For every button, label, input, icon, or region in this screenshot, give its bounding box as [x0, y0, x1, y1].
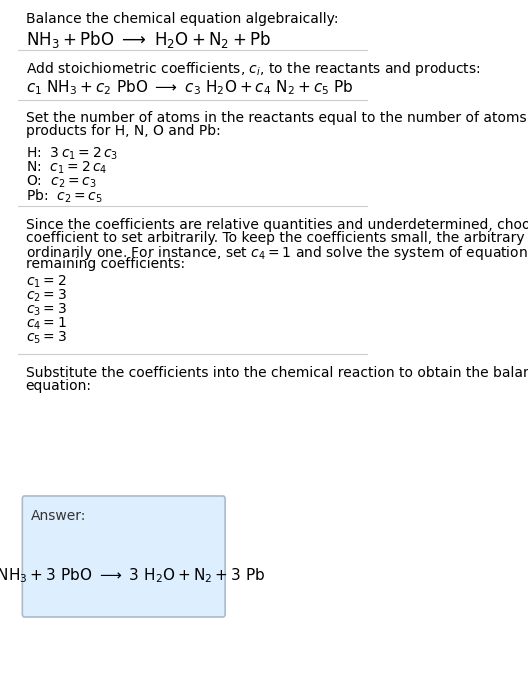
Text: $c_1 = 2$: $c_1 = 2$ [26, 274, 66, 290]
Text: $2\ \mathrm{NH_3} + 3\ \mathrm{PbO}\ \longrightarrow\ 3\ \mathrm{H_2O} + \mathrm: $2\ \mathrm{NH_3} + 3\ \mathrm{PbO}\ \lo… [0, 567, 266, 585]
Text: Answer:: Answer: [31, 509, 86, 523]
Text: O:  $c_2 = c_3$: O: $c_2 = c_3$ [26, 174, 96, 190]
Text: Set the number of atoms in the reactants equal to the number of atoms in the: Set the number of atoms in the reactants… [26, 111, 528, 125]
Text: Since the coefficients are relative quantities and underdetermined, choose a: Since the coefficients are relative quan… [26, 218, 528, 232]
Text: $c_5 = 3$: $c_5 = 3$ [26, 330, 67, 346]
Text: equation:: equation: [26, 379, 92, 393]
Text: Pb:  $c_2 = c_5$: Pb: $c_2 = c_5$ [26, 188, 102, 206]
Text: coefficient to set arbitrarily. To keep the coefficients small, the arbitrary va: coefficient to set arbitrarily. To keep … [26, 231, 528, 245]
Text: $c_1\ \mathrm{NH_3} + c_2\ \mathrm{PbO}\ \longrightarrow\ c_3\ \mathrm{H_2O} + c: $c_1\ \mathrm{NH_3} + c_2\ \mathrm{PbO}\… [26, 78, 353, 96]
Text: H:  $3\,c_1 = 2\,c_3$: H: $3\,c_1 = 2\,c_3$ [26, 146, 118, 162]
Text: Balance the chemical equation algebraically:: Balance the chemical equation algebraica… [26, 12, 338, 26]
Text: products for H, N, O and Pb:: products for H, N, O and Pb: [26, 124, 220, 138]
Text: N:  $c_1 = 2\,c_4$: N: $c_1 = 2\,c_4$ [26, 160, 107, 177]
Text: Substitute the coefficients into the chemical reaction to obtain the balanced: Substitute the coefficients into the che… [26, 366, 528, 380]
FancyBboxPatch shape [22, 496, 225, 617]
Text: $c_4 = 1$: $c_4 = 1$ [26, 316, 67, 332]
Text: $c_2 = 3$: $c_2 = 3$ [26, 288, 67, 305]
Text: remaining coefficients:: remaining coefficients: [26, 257, 185, 271]
Text: Add stoichiometric coefficients, $c_i$, to the reactants and products:: Add stoichiometric coefficients, $c_i$, … [26, 60, 480, 78]
Text: ordinarily one. For instance, set $c_4 = 1$ and solve the system of equations fo: ordinarily one. For instance, set $c_4 =… [26, 244, 528, 262]
Text: $c_3 = 3$: $c_3 = 3$ [26, 302, 67, 318]
Text: $\mathrm{NH_3 + PbO\ } \longrightarrow \mathrm{\ H_2O + N_2 + Pb}$: $\mathrm{NH_3 + PbO\ } \longrightarrow \… [26, 29, 270, 50]
